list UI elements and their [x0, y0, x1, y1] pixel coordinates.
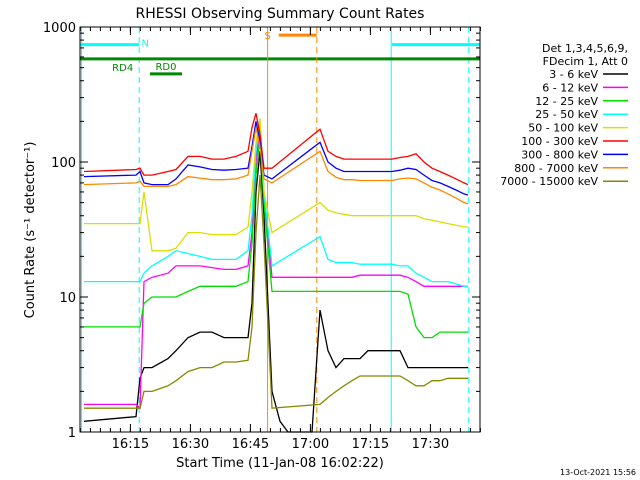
series-line [84, 175, 468, 409]
chart-title: RHESSI Observing Summary Count Rates [136, 6, 425, 22]
legend-label: 25 - 50 keV [535, 108, 598, 121]
legend: Det 1,3,4,5,6,9,FDecim 1, Att 03 - 6 keV… [500, 42, 628, 188]
legend-label: 50 - 100 keV [528, 122, 598, 135]
y-axis-label: Count Rate (s⁻¹ detector⁻¹) [23, 142, 38, 319]
annotation-label: N [141, 39, 148, 50]
legend-label: 800 - 7000 keV [514, 162, 598, 175]
plot-frame [79, 26, 481, 433]
series-line [84, 127, 468, 410]
series-line [84, 138, 468, 339]
series-line [83, 127, 469, 205]
y-tick-label: 1 [68, 426, 76, 441]
series-layer [83, 113, 469, 433]
series-line [83, 113, 469, 186]
footer-date: 13-Oct-2021 15:56 [560, 468, 636, 477]
legend-label: 3 - 6 keV [549, 68, 598, 81]
legend-label: 6 - 12 keV [542, 81, 598, 94]
y-tick-label: 100 [51, 156, 76, 171]
legend-label: 7000 - 15000 keV [500, 175, 598, 188]
x-tick-label: 16:45 [232, 437, 269, 452]
legend-header: Det 1,3,4,5,6,9, [542, 42, 628, 55]
legend-label: 300 - 800 keV [521, 148, 598, 161]
x-tick-label: 16:30 [172, 437, 209, 452]
x-axis: 16:15 16:30 16:45 17:00 17:15 17:30 [79, 27, 481, 452]
legend-label: 100 - 300 keV [521, 135, 598, 148]
series-line [83, 121, 469, 196]
x-tick-label: 17:15 [352, 437, 389, 452]
x-tick-label: 17:00 [292, 437, 329, 452]
annotation-label: RD4 [112, 63, 133, 74]
annotation-label: RD0 [155, 62, 176, 73]
annotation-label-layer: N RD4 RD0 S [112, 31, 271, 74]
y-tick-label: 1000 [43, 21, 76, 36]
annotation-layer [80, 27, 480, 432]
series-line [84, 118, 468, 252]
y-tick-label: 10 [59, 291, 76, 306]
legend-label: 12 - 25 keV [535, 95, 598, 108]
x-tick-label: 17:30 [412, 437, 449, 452]
x-tick-label: 16:15 [112, 437, 149, 452]
y-axis: 1 10 100 1000 [43, 21, 480, 441]
series-line [84, 121, 468, 287]
x-axis-label: Start Time (11-Jan-08 16:02:22) [176, 456, 384, 471]
legend-header: FDecim 1, Att 0 [543, 55, 628, 68]
annotation-label: S [264, 31, 270, 42]
